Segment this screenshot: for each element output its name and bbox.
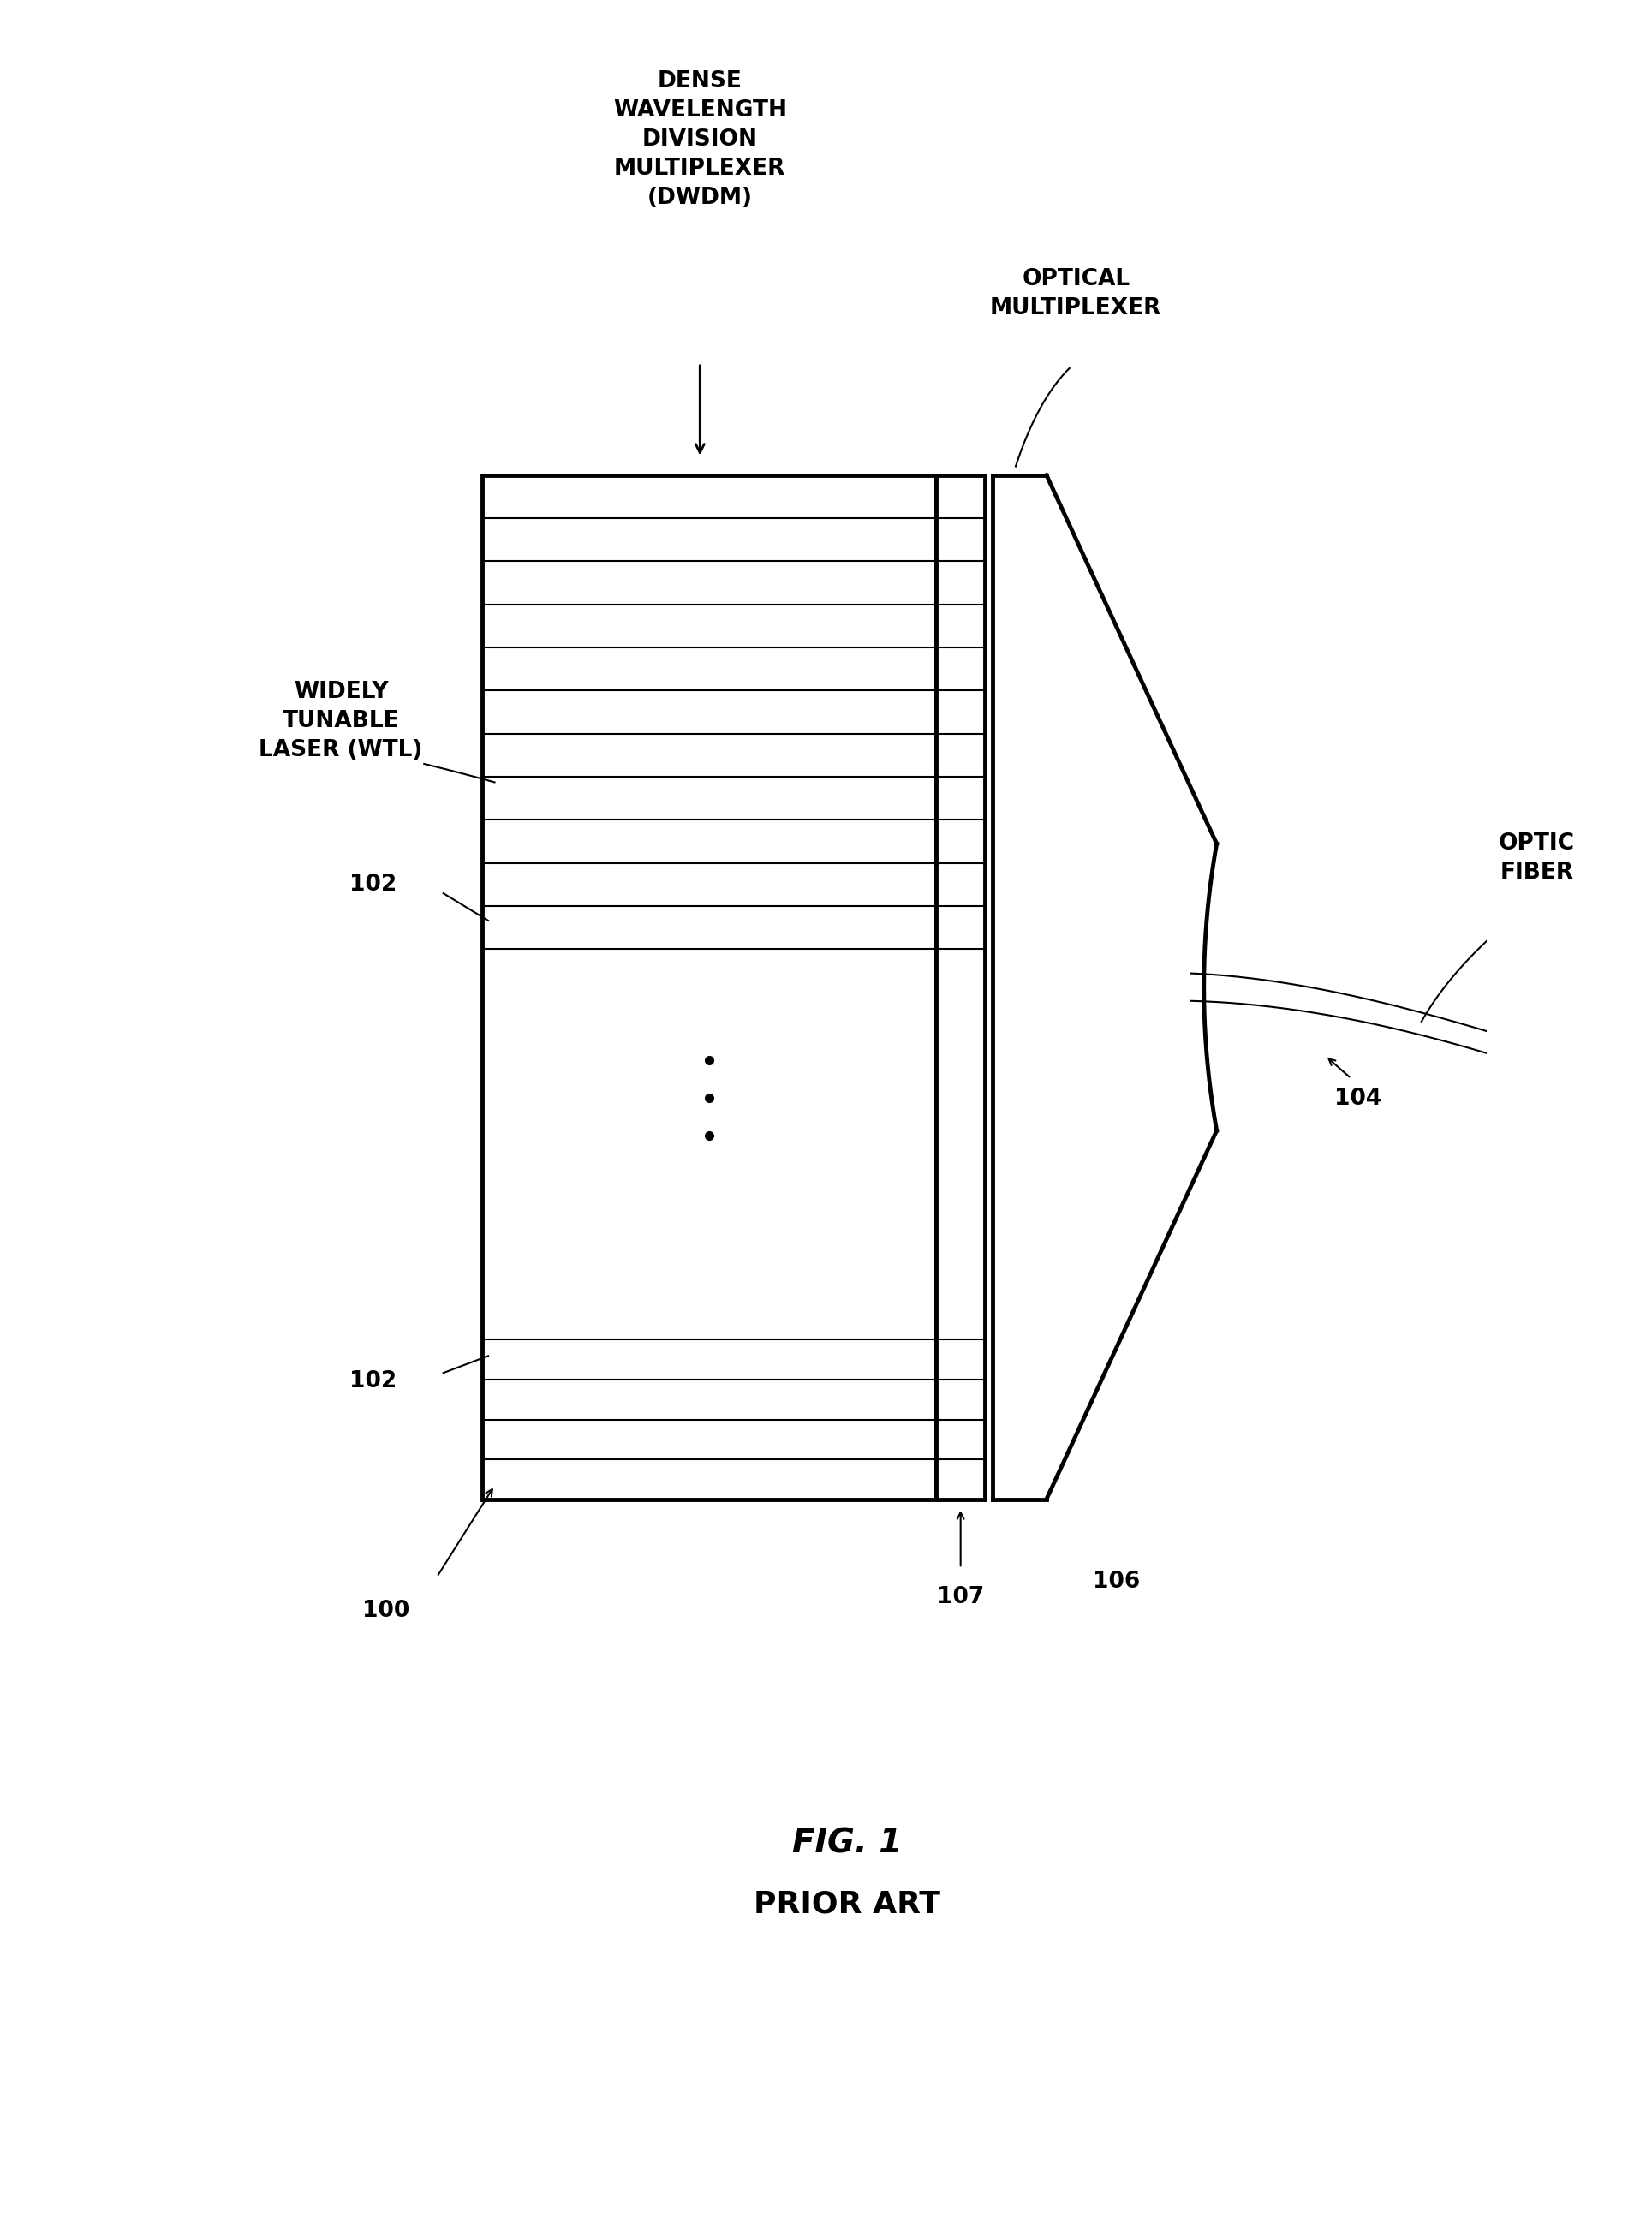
Bar	[937, 474, 985, 1500]
Text: 100: 100	[362, 1601, 410, 1623]
Text: 106: 106	[1094, 1572, 1140, 1592]
Text: FIG. 1: FIG. 1	[791, 1827, 902, 1860]
Bar	[482, 474, 937, 1500]
Text: PRIOR ART: PRIOR ART	[753, 1889, 940, 1918]
Text: 104: 104	[1333, 1089, 1381, 1111]
Polygon shape	[993, 474, 1216, 1500]
Text: OPTICAL
MULTIPLEXER: OPTICAL MULTIPLEXER	[990, 268, 1161, 320]
Text: WIDELY
TUNABLE
LASER (WTL): WIDELY TUNABLE LASER (WTL)	[259, 680, 423, 760]
Text: 102: 102	[349, 1371, 396, 1393]
Text: 107: 107	[937, 1585, 985, 1608]
Text: DENSE
WAVELENGTH
DIVISION
MULTIPLEXER
(DWDM): DENSE WAVELENGTH DIVISION MULTIPLEXER (D…	[613, 69, 786, 208]
Text: 102: 102	[349, 874, 396, 897]
Text: OPTIC
FIBER: OPTIC FIBER	[1498, 832, 1574, 883]
